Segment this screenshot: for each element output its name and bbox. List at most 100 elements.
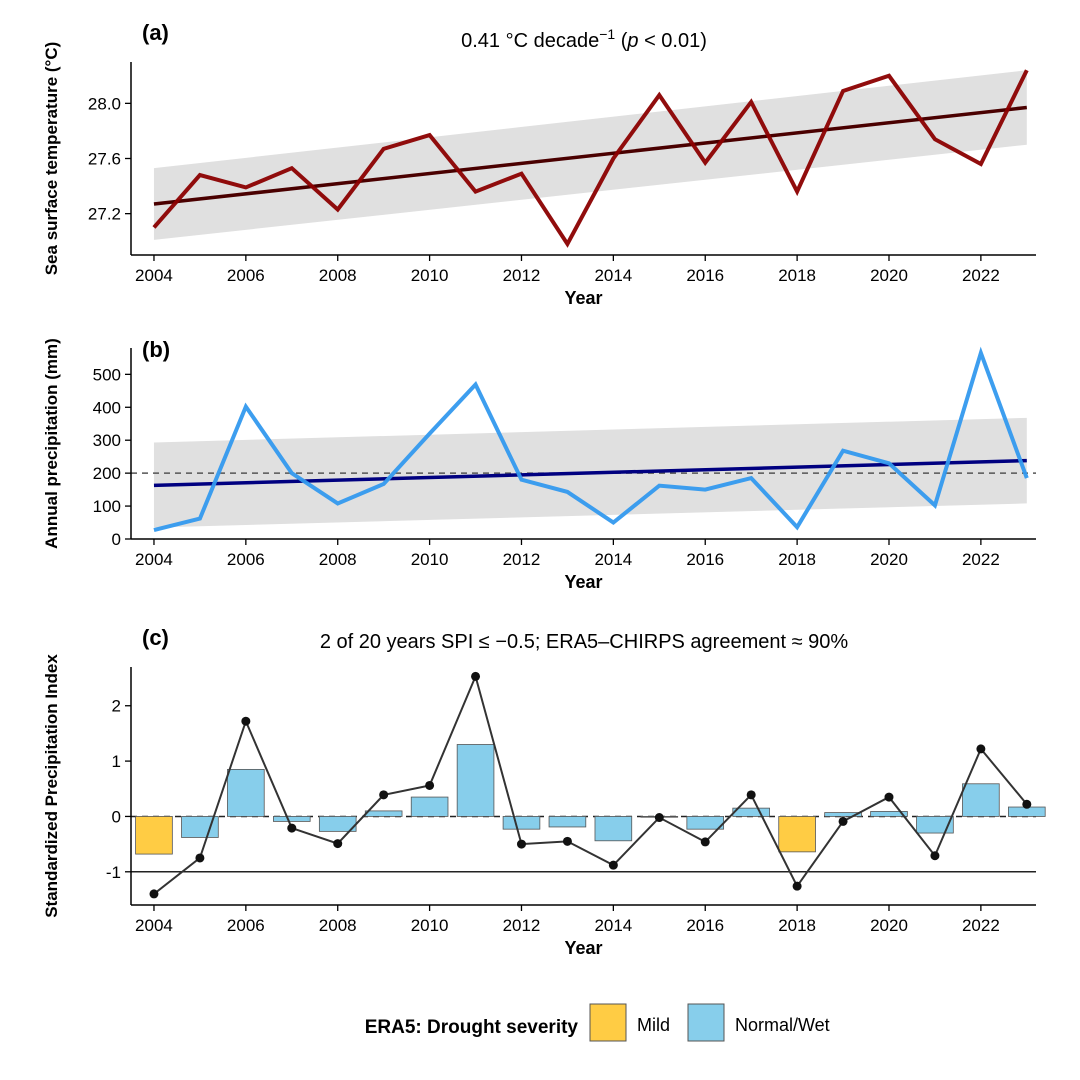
series-line-0 [153, 673, 1028, 895]
y-tick-label: 27.2 [88, 205, 121, 224]
legend-swatch-1 [687, 1003, 725, 1042]
point-2005 [195, 853, 205, 863]
bar-2012 [502, 816, 541, 830]
panel-c-spi: 2004 2006 2008 2010 2012 2014 2016 2018 2020 2022… [42, 625, 1046, 958]
bar-2004 [135, 816, 173, 855]
y-axis-label: Standardized Precipitation Index [42, 654, 61, 918]
bar-2011 [456, 744, 495, 817]
panel-label: (a) [142, 20, 169, 45]
bar-2022 [962, 783, 1000, 817]
bar-2014 [594, 816, 633, 842]
y-tick-label: 100 [93, 497, 121, 516]
bar-2007 [273, 816, 311, 822]
bar-2020 [870, 811, 908, 817]
bar-2018 [778, 816, 816, 853]
x-tick-label: 2010 [411, 916, 449, 935]
x-tick-label: 2006 [227, 916, 265, 935]
series-line-0 [153, 346, 1029, 533]
x-tick-label: 2018 [778, 550, 816, 569]
point-2020 [884, 792, 894, 802]
y-tick-label: 300 [93, 431, 121, 450]
bar-2021 [916, 816, 954, 834]
point-2008 [333, 839, 343, 849]
x-tick-label: 2020 [870, 550, 908, 569]
point-2018 [792, 881, 802, 891]
x-tick-label: 2020 [870, 266, 908, 285]
title-part-open: ( [615, 30, 628, 52]
y-tick-label: 1 [112, 752, 121, 771]
x-tick-label: 2014 [594, 550, 632, 569]
x-tick-label: 2020 [870, 916, 908, 935]
point-2016 [700, 837, 710, 847]
legend-label-0: Mild [637, 1015, 670, 1035]
bar-2010 [410, 796, 449, 817]
point-2017 [746, 790, 756, 800]
x-tick-label: 2010 [411, 550, 449, 569]
y-axis-label: Sea surface temperature (°C) [42, 42, 61, 276]
point-2010 [425, 780, 435, 790]
point-2006 [241, 716, 251, 726]
point-2012 [516, 839, 526, 849]
x-tick-label: 2012 [503, 916, 541, 935]
point-2019 [838, 816, 848, 826]
point-2022 [976, 744, 986, 754]
x-axis-label: Year [564, 938, 602, 958]
series-line-0 [152, 69, 1029, 248]
trend-line [153, 458, 1027, 488]
x-tick-label: 2012 [503, 550, 541, 569]
panel-label: (c) [142, 625, 169, 650]
x-tick-label: 2008 [319, 266, 357, 285]
panel-label: (b) [142, 337, 170, 362]
x-tick-label: 2010 [411, 266, 449, 285]
y-tick-label: 500 [93, 365, 121, 384]
panel-title: 2 of 20 years SPI ≤ −0.5; ERA5–CHIRPS ag… [320, 631, 849, 653]
y-tick-label: 400 [93, 398, 121, 417]
title-part-rest: < 0.01) [639, 30, 707, 52]
x-tick-label: 2006 [227, 550, 265, 569]
y-tick-label: 200 [93, 464, 121, 483]
x-tick-label: 2014 [594, 916, 632, 935]
point-2013 [562, 836, 572, 846]
x-tick-label: 2006 [227, 266, 265, 285]
panel-title: 0.41 °C decade−1 (p < 0.01) [461, 26, 707, 52]
x-tick-label: 2004 [135, 266, 173, 285]
point-2009 [379, 790, 389, 800]
y-tick-label: 0 [112, 807, 121, 826]
legend-label-1: Normal/Wet [735, 1015, 830, 1035]
x-tick-label: 2022 [962, 916, 1000, 935]
legend-swatch-0 [589, 1003, 627, 1042]
x-tick-label: 2016 [686, 916, 724, 935]
point-2004 [149, 889, 159, 899]
y-axis-label: Annual precipitation (mm) [42, 338, 61, 549]
point-2021 [930, 851, 940, 861]
x-tick-label: 2022 [962, 266, 1000, 285]
y-tick-label: 0 [112, 530, 121, 549]
panel-a-sst: 2004 2006 2008 2010 2012 2014 2016 2018 2020 2022… [42, 20, 1036, 308]
y-tick-label: 27.6 [88, 150, 121, 169]
y-tick-label: 28.0 [88, 94, 121, 113]
x-axis-label: Year [564, 572, 602, 592]
bar-2006 [227, 768, 265, 817]
title-part-p: p [626, 30, 638, 52]
point-2011 [471, 671, 481, 681]
x-tick-label: 2018 [778, 266, 816, 285]
point-2015 [654, 813, 664, 823]
point-2014 [608, 860, 618, 870]
y-tick-label: 2 [112, 697, 121, 716]
bar-2016 [686, 816, 725, 830]
legend: ERA5: Drought severity Mild Normal/Wet [365, 1003, 830, 1042]
legend-title: ERA5: Drought severity [365, 1017, 579, 1038]
bar-2019 [824, 812, 862, 817]
point-2023 [1022, 799, 1032, 809]
x-tick-label: 2016 [686, 550, 724, 569]
x-tick-label: 2004 [135, 550, 173, 569]
y-tick-label: -1 [106, 863, 121, 882]
point-2007 [287, 823, 297, 833]
x-tick-label: 2022 [962, 550, 1000, 569]
x-tick-label: 2014 [594, 266, 632, 285]
x-tick-label: 2016 [686, 266, 724, 285]
title-part-sup: −1 [599, 26, 615, 42]
x-tick-label: 2004 [135, 916, 173, 935]
bar-2009 [364, 810, 403, 817]
